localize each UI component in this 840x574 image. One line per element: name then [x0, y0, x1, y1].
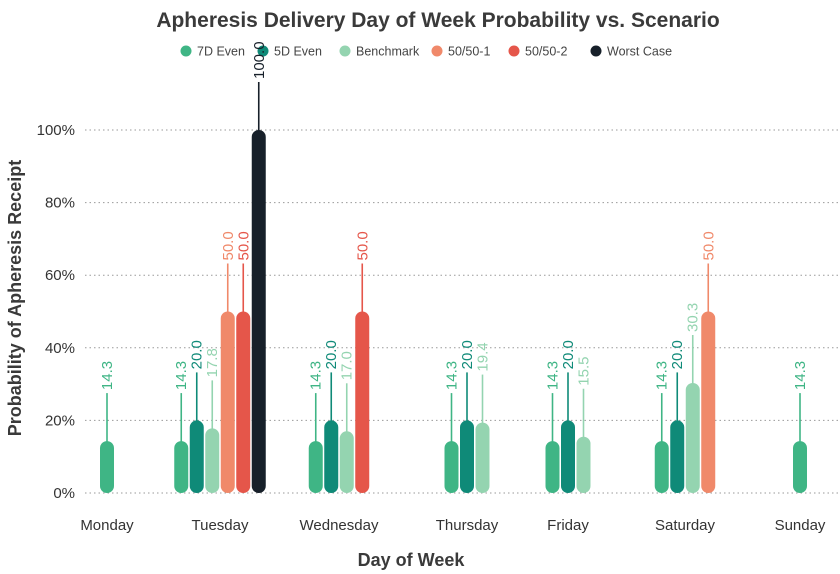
- data-label: 14.3: [444, 361, 461, 390]
- bar: [220, 311, 235, 493]
- data-label: 50.0: [354, 231, 371, 260]
- data-label: 50.0: [700, 231, 717, 260]
- bar: [100, 441, 114, 493]
- bar: [670, 420, 685, 493]
- bar: [236, 311, 251, 493]
- x-tick-label: Wednesday: [300, 517, 379, 534]
- data-label: 14.3: [308, 361, 325, 390]
- x-tick-label: Thursday: [436, 517, 499, 534]
- bar: [189, 420, 204, 493]
- x-tick-label: Tuesday: [192, 517, 249, 534]
- bar: [793, 441, 807, 493]
- chart-title: Apheresis Delivery Day of Week Probabili…: [156, 9, 719, 32]
- legend-swatch: [339, 45, 351, 57]
- data-label: 20.0: [669, 340, 686, 369]
- data-label: 20.0: [323, 340, 340, 369]
- data-label: 17.8: [204, 348, 221, 377]
- data-label: 17.0: [339, 351, 356, 380]
- bar: [561, 420, 575, 493]
- y-tick-label: 0%: [53, 485, 75, 502]
- bar: [545, 441, 560, 493]
- bar: [654, 441, 669, 493]
- bar: [174, 441, 189, 493]
- bar: [475, 422, 490, 493]
- legend-swatch: [508, 45, 520, 57]
- bar: [444, 441, 459, 493]
- bar: [205, 428, 220, 493]
- data-label: 20.0: [189, 340, 206, 369]
- y-axis-title: Probability of Apheresis Receipt: [5, 160, 25, 436]
- legend-label: Benchmark: [356, 45, 420, 59]
- data-label: 30.3: [685, 303, 702, 332]
- data-label: 19.4: [475, 342, 492, 371]
- bar: [339, 431, 354, 493]
- legend-label: 50/50-2: [525, 45, 567, 59]
- data-label: 14.3: [99, 361, 116, 390]
- legend-swatch: [590, 45, 602, 57]
- bar: [701, 311, 716, 493]
- y-tick-label: 40%: [45, 340, 75, 357]
- data-label: 50.0: [235, 231, 252, 260]
- bar: [308, 441, 323, 493]
- data-label: 14.3: [173, 361, 190, 390]
- bar: [355, 311, 370, 493]
- legend-label: 5D Even: [274, 45, 322, 59]
- x-tick-label: Saturday: [655, 517, 716, 534]
- x-tick-label: Friday: [547, 517, 589, 534]
- legend-swatch: [257, 45, 269, 57]
- legend-label: 7D Even: [197, 45, 245, 59]
- y-tick-label: 80%: [45, 195, 75, 212]
- data-label: 14.3: [545, 361, 562, 390]
- x-axis-ticks: Monday Tuesday Wednesday Thursday Friday Satu…: [80, 517, 826, 534]
- legend-swatch: [180, 45, 192, 57]
- bar: [251, 130, 266, 493]
- data-label: 14.3: [654, 361, 671, 390]
- data-label: 20.0: [560, 340, 577, 369]
- y-tick-label: 100%: [37, 122, 75, 139]
- legend-swatch: [431, 45, 443, 57]
- bar: [324, 420, 339, 493]
- data-label: 14.3: [792, 361, 809, 390]
- bar: [576, 436, 591, 493]
- x-tick-label: Sunday: [775, 517, 826, 534]
- y-axis-ticks: 0% 20% 40% 60% 80% 100%: [37, 122, 75, 502]
- data-label: 20.0: [459, 340, 476, 369]
- legend: 7D Even 5D Even Benchmark 50/50-1 50/50-2 Wor…: [180, 45, 672, 59]
- legend-label: Worst Case: [607, 45, 672, 59]
- bars: 14.3 14.320.017.850.050.0100.014.320.017.…: [99, 41, 809, 493]
- bar: [685, 383, 700, 493]
- data-label: 15.5: [576, 357, 593, 386]
- y-tick-label: 20%: [45, 412, 75, 429]
- legend-label: 50/50-1: [448, 45, 490, 59]
- y-tick-label: 60%: [45, 267, 75, 284]
- bar: [460, 420, 474, 493]
- data-label: 50.0: [220, 231, 237, 260]
- x-axis-title: Day of Week: [358, 550, 466, 570]
- x-tick-label: Monday: [80, 517, 134, 534]
- data-label: 100.0: [251, 41, 268, 79]
